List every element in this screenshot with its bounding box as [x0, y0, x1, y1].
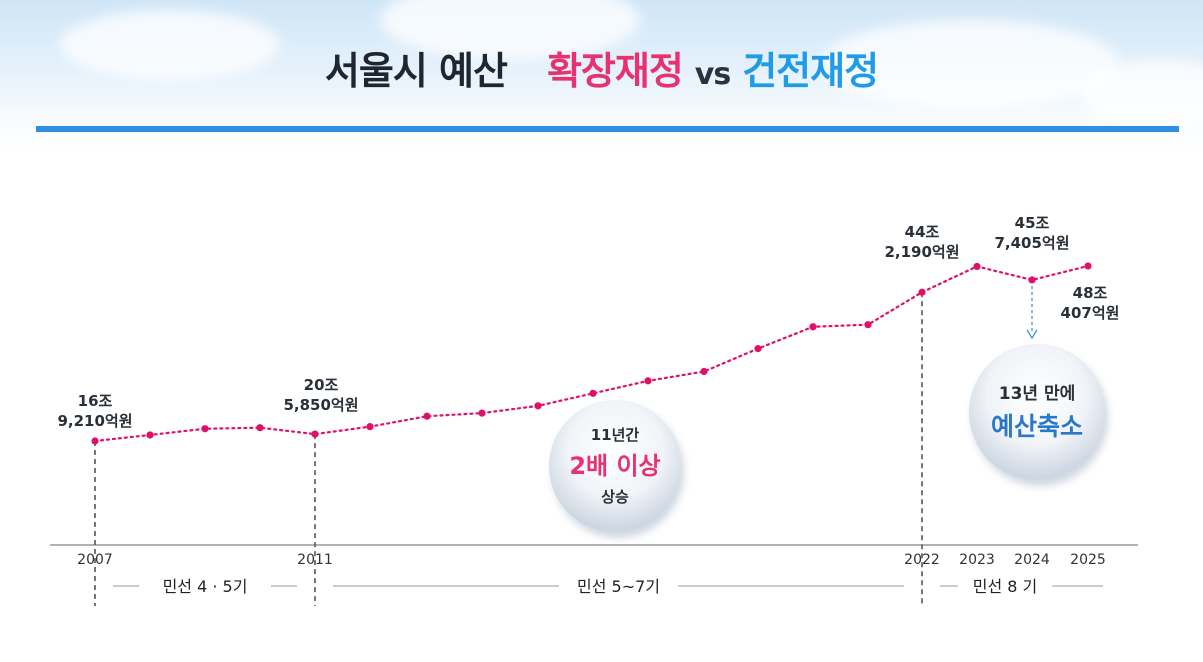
- data-point-2013: [423, 412, 431, 420]
- period-label-0: 민선 4 · 5기: [163, 577, 248, 596]
- data-point-2018: [700, 367, 708, 376]
- data-point-2015: [534, 402, 542, 410]
- data-point-2007: [91, 437, 99, 445]
- x-tick-2025: 2025: [1070, 552, 1106, 568]
- value-label-2022: 44조 2,190억원: [884, 223, 959, 261]
- period-label-1: 민선 5~7기: [577, 577, 660, 596]
- x-tick-2011: 2011: [297, 552, 333, 568]
- value-label-2023: 45조 7,405억원: [994, 214, 1069, 252]
- x-tick-2022: 2022: [904, 552, 940, 568]
- page-title: 서울시 예산 확장재정 vs 건전재정: [0, 40, 1203, 95]
- data-point-2010: [256, 424, 264, 432]
- data-point-2023: [973, 262, 981, 271]
- data-point-2012: [366, 423, 374, 431]
- x-tick-2007: 2007: [77, 552, 113, 568]
- x-tick-2023: 2023: [959, 552, 995, 568]
- data-point-2022: [918, 288, 926, 296]
- decline-arrow-head: [1026, 329, 1038, 340]
- data-point-2021: [864, 321, 872, 329]
- title-vs: vs: [694, 57, 731, 92]
- data-point-2024: [1028, 276, 1036, 284]
- value-label-2024: 48조 407억원: [1061, 284, 1120, 322]
- data-point-2020: [809, 323, 817, 331]
- period-label-2: 민선 8 기: [973, 577, 1038, 596]
- data-point-2009: [201, 425, 209, 433]
- callout-cut-top: 13년 만에: [999, 384, 1076, 404]
- data-point-2019: [754, 345, 762, 353]
- x-tick-2024: 2024: [1014, 552, 1050, 568]
- callout-bubble-growth: [549, 400, 681, 532]
- data-point-2017: [644, 377, 652, 385]
- callout-cut-highlight: 예산축소: [991, 412, 1083, 441]
- callout-growth-bottom: 상승: [601, 488, 629, 506]
- callout-growth-highlight: 2배 이상: [569, 452, 660, 480]
- title-expansion: 확장재정: [546, 49, 684, 93]
- title-sound: 건전재정: [742, 49, 879, 93]
- title-underline: [36, 126, 1179, 132]
- sky-background: [0, 0, 1203, 150]
- callout-growth-top: 11년간: [591, 426, 640, 444]
- data-point-2008: [146, 431, 154, 439]
- value-label-2007: 16조 9,210억원: [57, 392, 132, 430]
- callout-bubble-cut: [969, 344, 1105, 480]
- data-point-2016: [589, 389, 597, 397]
- title-main: 서울시 예산: [324, 49, 508, 93]
- value-label-2011: 20조 5,850억원: [283, 376, 358, 414]
- data-point-2011: [311, 430, 319, 438]
- data-point-2014: [478, 409, 486, 417]
- data-point-2025: [1084, 262, 1092, 270]
